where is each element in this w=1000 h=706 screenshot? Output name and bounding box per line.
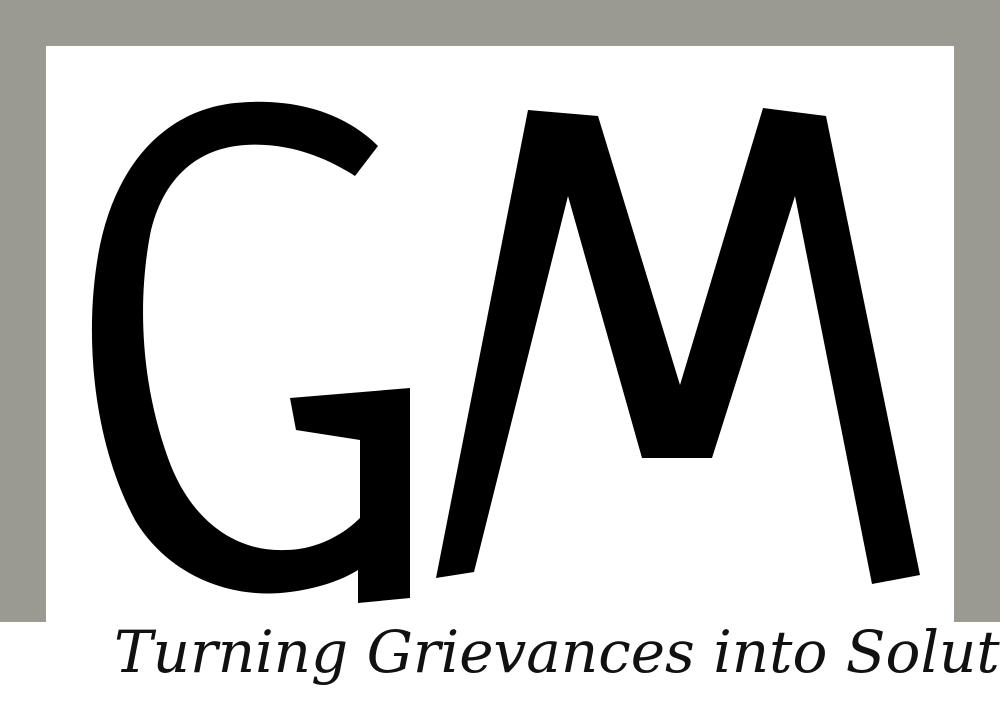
letter-g-shape — [91, 101, 411, 603]
letter-m-shape — [436, 108, 920, 584]
tagline-text: Turning Grievances into Solutions — [114, 618, 1000, 686]
